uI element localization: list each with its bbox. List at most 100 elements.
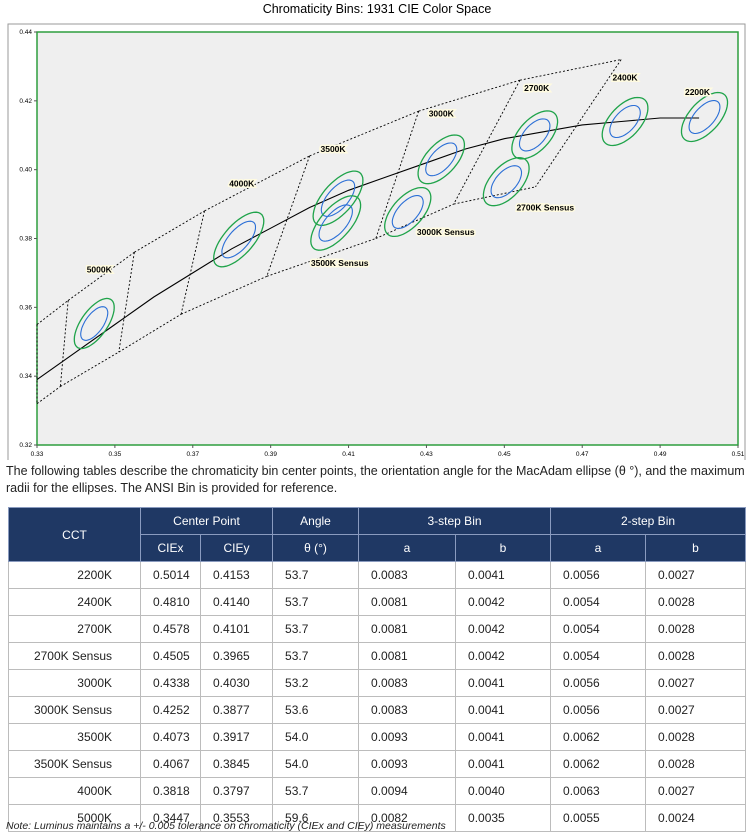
bin-divider xyxy=(266,155,311,277)
ellipse-3-step xyxy=(417,134,466,185)
subheader-cell: CIEy xyxy=(199,534,274,562)
table-row: 3000K Sensus 0.4252 0.3877 53.6 0.0083 0.0041… xyxy=(8,696,747,724)
bin-edge-top xyxy=(134,210,205,253)
chart: Chromaticity Bins: 1931 CIE Color Space … xyxy=(7,2,746,460)
x-tick-label: 0.33 xyxy=(31,451,44,458)
table-cell: 0.3877 xyxy=(199,696,274,724)
y-tick-label: 0.36 xyxy=(19,304,32,311)
locus-line xyxy=(36,117,700,381)
table-cell: 0.0028 xyxy=(645,642,747,670)
x-tick-label: 0.43 xyxy=(420,451,433,458)
table-cell: 0.3818 xyxy=(140,777,201,805)
bin-divider xyxy=(118,252,135,353)
note: Note: Luminus maintains a +/- 0.005 tole… xyxy=(6,820,446,832)
bin-edge-top xyxy=(418,79,521,112)
x-tick-label: 0.49 xyxy=(654,451,667,458)
table-cell: 0.0041 xyxy=(455,561,552,589)
bin-edge-bottom xyxy=(453,186,536,205)
table-cell: 0.0081 xyxy=(358,642,457,670)
table-cell: 0.0055 xyxy=(550,804,647,832)
bin-label: 3000K Sensus xyxy=(417,227,475,237)
y-tick-label: 0.40 xyxy=(19,167,32,174)
table-cell: 0.0094 xyxy=(358,777,457,805)
table-cell: 2700K Sensus xyxy=(8,642,141,670)
table-cell: 2400K xyxy=(8,588,141,616)
table-cell: 0.4153 xyxy=(199,561,274,589)
table-row: 2400K 0.4810 0.4140 53.7 0.0081 0.0042 0.0054 0… xyxy=(8,588,747,616)
bin-edge-bottom xyxy=(36,386,61,405)
table-cell: 2700K xyxy=(8,615,141,643)
table-cell: 0.0041 xyxy=(455,723,552,751)
bin-divider xyxy=(453,79,521,205)
table-cell: 0.0083 xyxy=(358,561,457,589)
table-cell: 54.0 xyxy=(272,750,360,778)
bin-divider xyxy=(180,210,205,315)
bin-label: 2700K xyxy=(524,83,550,93)
table-cell: 0.4810 xyxy=(140,588,201,616)
subheader-cell: a xyxy=(358,534,457,562)
table-cell: 0.3553 xyxy=(199,804,274,832)
table-cell: 0.0027 xyxy=(645,669,747,697)
table-cell: 0.3797 xyxy=(199,777,274,805)
subheader-cell: b xyxy=(455,534,552,562)
table-cell: 0.0063 xyxy=(550,777,647,805)
y-tick-label: 0.34 xyxy=(19,373,32,380)
bin-divider xyxy=(535,59,622,188)
table-cell: 3000K Sensus xyxy=(8,696,141,724)
table-cell: 53.7 xyxy=(272,561,360,589)
bin-label: 3000K xyxy=(429,108,455,118)
plot-area xyxy=(36,31,739,446)
table-row: 3500K 0.4073 0.3917 54.0 0.0093 0.0041 0.0062 0… xyxy=(8,723,747,751)
y-tick-label: 0.32 xyxy=(19,442,32,449)
table-cell: 0.0081 xyxy=(358,588,457,616)
table-cell: 5000K xyxy=(8,804,141,832)
bin-label: 2400K xyxy=(613,72,639,82)
table-cell: 0.0042 xyxy=(455,615,552,643)
table-cell: 2200K xyxy=(8,561,141,589)
table-cell: 0.3965 xyxy=(199,642,274,670)
table-cell: 0.0027 xyxy=(645,561,747,589)
table-cell: 3500K xyxy=(8,723,141,751)
y-tick-label: 0.42 xyxy=(19,98,32,105)
table-cell: 0.0027 xyxy=(645,777,747,805)
table-row: 2200K 0.5014 0.4153 53.7 0.0083 0.0041 0.0056 0… xyxy=(8,561,747,589)
table-cell: 0.0056 xyxy=(550,669,647,697)
ellipse-2-step xyxy=(609,104,641,139)
table-row: 2700K Sensus 0.4505 0.3965 53.7 0.0081 0.0042… xyxy=(8,642,747,670)
table-cell: 0.0041 xyxy=(455,696,552,724)
table-cell: 0.3917 xyxy=(199,723,274,751)
header-cell: Angle xyxy=(272,507,360,535)
table-row: 4000K 0.3818 0.3797 53.7 0.0094 0.0040 0.0063 0… xyxy=(8,777,747,805)
table-cell: 3000K xyxy=(8,669,141,697)
table-cell: 53.7 xyxy=(272,588,360,616)
bin-label: 3500K xyxy=(321,144,347,154)
description: The following tables describe the chroma… xyxy=(6,464,745,495)
subheader-row: CIEx CIEy θ (°) a b a b xyxy=(9,534,747,562)
subheader-cell: a xyxy=(550,534,647,562)
y-tick-label: 0.38 xyxy=(19,236,32,243)
table-cell: 0.0093 xyxy=(358,750,457,778)
ellipse-3-step xyxy=(680,91,729,143)
table-cell: 0.0054 xyxy=(550,615,647,643)
x-tick-label: 0.51 xyxy=(732,451,745,458)
ellipse-2-step xyxy=(320,179,356,217)
table-cell: 3500K Sensus xyxy=(8,750,141,778)
table-cell: 53.7 xyxy=(272,642,360,670)
table-cell: 0.3845 xyxy=(199,750,274,778)
ellipse-2-step xyxy=(80,306,109,341)
x-tick-label: 0.47 xyxy=(576,451,589,458)
table-cell: 0.0024 xyxy=(645,804,747,832)
table-row: 3500K Sensus 0.4067 0.3845 54.0 0.0093 0.0041… xyxy=(8,750,747,778)
ellipse-3-step xyxy=(213,211,265,268)
table-cell: 53.7 xyxy=(272,615,360,643)
ellipse-2-step xyxy=(688,100,721,135)
table-cell: 0.0062 xyxy=(550,750,647,778)
table-row: 3000K 0.4338 0.4030 53.2 0.0083 0.0041 0.0056 0… xyxy=(8,669,747,697)
table-cell: 0.4140 xyxy=(199,588,274,616)
bin-edge-bottom xyxy=(60,351,120,387)
table-row: 5000K 0.3447 0.3553 59.6 0.0082 0.0035 0.0055 0… xyxy=(8,804,747,832)
subheader-cell: θ (°) xyxy=(272,534,360,562)
table-cell: 0.0027 xyxy=(645,696,747,724)
table-cell: 0.0042 xyxy=(455,588,552,616)
